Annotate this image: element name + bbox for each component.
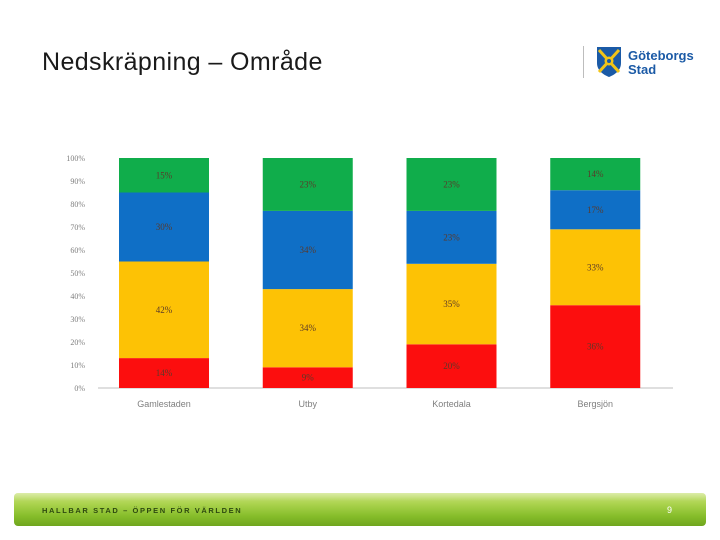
bar-segment-blue (119, 192, 209, 262)
page-number: 9 (667, 505, 673, 515)
data-label: 9% (302, 373, 315, 383)
footer-band (14, 493, 706, 526)
bar-segment-yellow (550, 229, 641, 306)
y-tick-label: 70% (70, 223, 85, 232)
x-tick-label: Bergsjön (577, 399, 613, 409)
bar-segment-yellow (262, 289, 353, 368)
logo-line-2: Stad (628, 62, 657, 77)
logo-divider (583, 46, 584, 78)
y-tick-label: 20% (70, 338, 85, 347)
data-label: 34% (300, 323, 317, 333)
x-tick-label: Utby (298, 399, 317, 409)
data-label: 14% (156, 368, 173, 378)
logo-line-1: Göteborgs (628, 48, 694, 63)
bar-segment-red (550, 305, 641, 388)
footer-slogan: HALLBAR STAD – ÖPPEN FÖR VÄRLDEN (42, 506, 243, 515)
data-label: 34% (300, 245, 317, 255)
data-label: 15% (156, 170, 173, 180)
data-label: 17% (587, 205, 604, 215)
y-tick-label: 80% (70, 200, 85, 209)
bar-segment-yellow (119, 261, 209, 359)
data-label: 23% (300, 179, 317, 189)
bar-segment-yellow (406, 263, 497, 345)
bar-segment-red (262, 367, 353, 388)
x-tick-label: Gamlestaden (137, 399, 191, 409)
bar-segment-green (550, 158, 641, 191)
goteborg-shield-icon (597, 47, 621, 77)
data-label: 14% (587, 169, 604, 179)
bar-segment-green (262, 158, 353, 211)
bar-segment-red (119, 358, 209, 388)
x-tick-label: Kortedala (432, 399, 471, 409)
data-label: 23% (443, 232, 460, 242)
data-label: 33% (587, 262, 604, 272)
data-label: 23% (443, 179, 460, 189)
y-tick-label: 90% (70, 177, 85, 186)
y-tick-label: 100% (66, 154, 85, 163)
bar-segment-blue (550, 190, 641, 230)
y-tick-label: 30% (70, 315, 85, 324)
bar-segment-green (119, 158, 209, 193)
y-tick-label: 60% (70, 246, 85, 255)
y-tick-label: 40% (70, 292, 85, 301)
bar-segment-blue (262, 210, 353, 290)
bar-segment-blue (406, 210, 497, 264)
logo-wordmark: Göteborgs Stad (628, 49, 694, 77)
data-label: 42% (156, 305, 173, 315)
data-label: 36% (587, 342, 604, 352)
slide-title: Nedskräpning – Område (42, 48, 323, 76)
y-tick-label: 50% (70, 269, 85, 278)
bar-segment-green (406, 158, 497, 211)
y-tick-label: 0% (74, 384, 85, 393)
data-label: 30% (156, 222, 173, 232)
data-label: 20% (443, 361, 460, 371)
y-tick-label: 10% (70, 361, 85, 370)
bar-segment-red (406, 344, 497, 388)
data-label: 35% (443, 299, 460, 309)
